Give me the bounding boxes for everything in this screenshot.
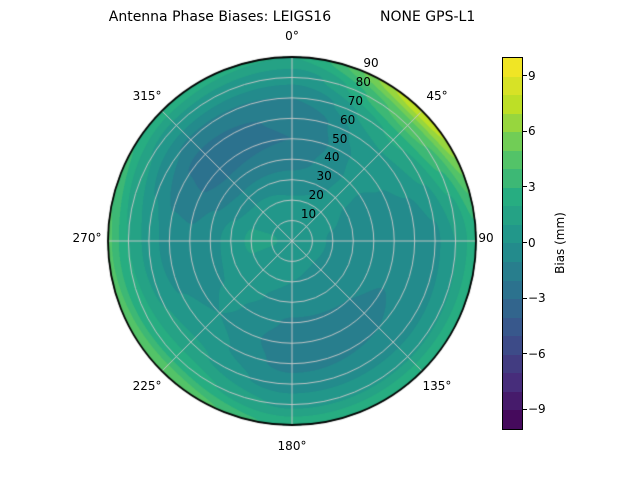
colorbar-band	[503, 169, 522, 188]
colorbar-band	[503, 354, 522, 374]
colorbar-axis-label: Bias (mm)	[553, 211, 567, 274]
colorbar-band	[503, 224, 522, 244]
angular-tick-label-225: 225°	[132, 378, 162, 393]
radial-tick-label-30: 30	[316, 169, 332, 184]
colorbar-tick-label: 0	[528, 235, 536, 250]
radial-tick-label-40: 40	[324, 150, 340, 165]
colorbar-tick-label: −3	[528, 291, 546, 306]
colorbar-band	[503, 373, 522, 392]
angular-tick-label-270: 270°	[72, 231, 102, 245]
colorbar-tickmark	[522, 241, 527, 244]
angular-tick-label-135: 135°	[422, 378, 452, 393]
colorbar-band	[503, 299, 522, 318]
radial-tick-label-20: 20	[308, 188, 324, 203]
colorbar-band	[503, 58, 522, 77]
colorbar-band	[503, 187, 522, 207]
colorbar-band	[503, 317, 522, 337]
colorbar-tickmark	[522, 74, 527, 77]
colorbar-band	[503, 113, 522, 133]
colorbar-band	[503, 391, 522, 411]
colorbar-tick-label: −6	[528, 346, 546, 361]
colorbar-band	[503, 76, 522, 96]
radial-tick-label-60: 60	[339, 112, 356, 127]
angular-tick-label-180: 180°	[277, 439, 307, 453]
colorbar-tickmark	[522, 297, 527, 299]
colorbar-band	[503, 132, 522, 151]
angular-tick-label-0: 0°	[285, 29, 299, 43]
colorbar-tick-label: 3	[528, 179, 536, 194]
colorbar-band	[503, 243, 522, 263]
colorbar-band	[503, 336, 522, 355]
colorbar-band	[503, 410, 522, 429]
angular-tick-label-90: 90	[478, 231, 494, 245]
colorbar-band	[503, 150, 522, 170]
radial-tick-label-80: 80	[355, 74, 371, 89]
colorbar-tickmark	[522, 186, 527, 188]
radial-tick-label-10: 10	[300, 207, 317, 222]
angular-tick-label-45: 45°	[426, 89, 448, 104]
colorbar	[502, 57, 523, 430]
colorbar-tickmark	[522, 353, 527, 355]
colorbar-tick-label: 9	[528, 68, 536, 83]
radial-tick-label-50: 50	[332, 131, 348, 146]
colorbar-tick-label: 6	[528, 124, 536, 139]
radial-tick-label-70: 70	[347, 93, 364, 108]
colorbar-band	[503, 280, 522, 300]
colorbar-tickmark	[522, 130, 527, 132]
colorbar-band	[503, 206, 522, 225]
radial-tick-label-90: 90	[363, 56, 379, 70]
angular-tick-label-315: 315°	[132, 89, 162, 104]
colorbar-tickmark	[522, 408, 527, 411]
colorbar-tick-label: −9	[528, 402, 546, 417]
colorbar-band	[503, 262, 522, 281]
figure-title: Antenna Phase Biases: LEIGS16 NONE GPS-L…	[108, 9, 476, 25]
colorbar-band	[503, 95, 522, 114]
